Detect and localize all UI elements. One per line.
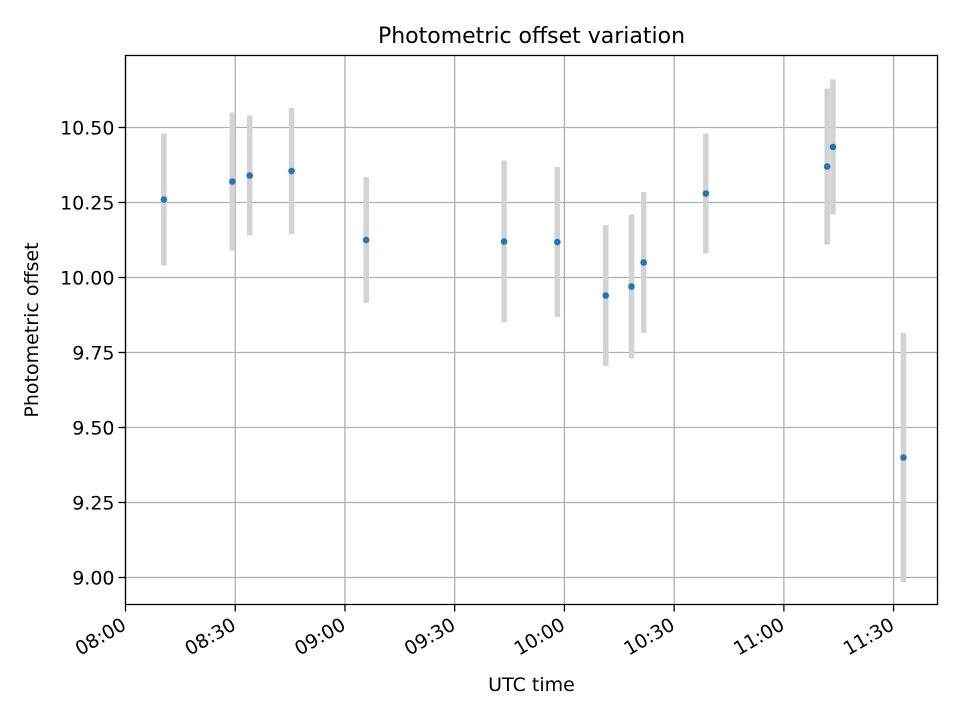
y-tick-label: 10.50 [60,118,114,140]
y-tick-label: 9.75 [72,343,114,365]
data-point [246,172,254,179]
plot-frame [124,54,939,606]
y-tick-label: 10.00 [60,268,114,290]
data-point [702,190,710,197]
y-axis-label: Photometric offset [21,242,43,417]
data-point [554,238,561,246]
data-point [900,454,907,461]
y-tick-label: 9.00 [72,568,114,590]
x-axis-label: UTC time [488,674,575,696]
data-point [362,236,370,244]
data-point [628,283,635,290]
grid [124,55,938,605]
y-tick-label: 10.25 [60,193,114,215]
data-points [160,143,907,461]
y-tick-label: 9.50 [72,418,114,440]
y-tick-label: 9.25 [72,493,114,515]
chart-title: Photometric offset variation [378,24,685,49]
data-point [823,163,831,170]
data-point [229,178,236,185]
data-point [829,143,837,151]
data-point [602,292,610,299]
data-point [160,196,168,203]
data-point [640,259,647,266]
data-point [500,238,508,245]
data-point [288,167,295,175]
